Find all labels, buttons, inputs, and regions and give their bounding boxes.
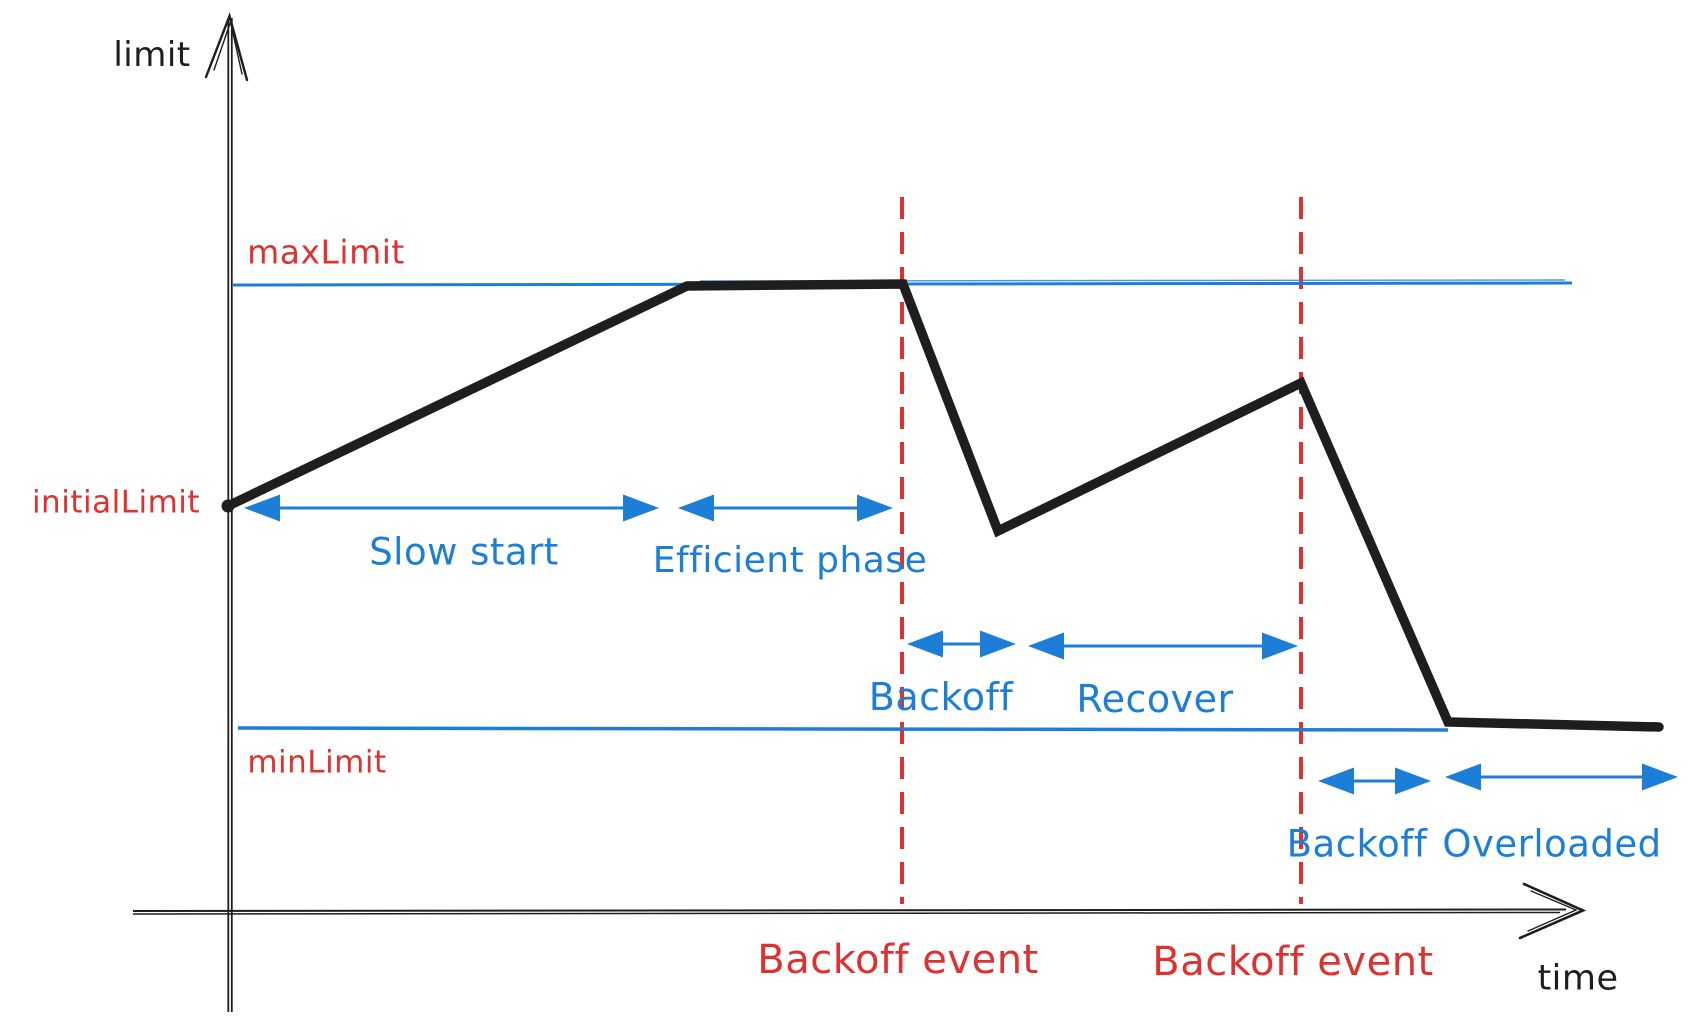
slow-start-label: Slow start — [369, 530, 559, 574]
backoff-phase-label-1: Backoff — [868, 675, 1014, 719]
y-axis-label: limit — [113, 35, 191, 75]
min-limit-label: minLimit — [247, 744, 387, 781]
backoff-event-label-1: Backoff event — [757, 937, 1039, 983]
min-limit-line — [237, 726, 1449, 732]
y-axis — [204, 12, 249, 1012]
efficient-phase-label: Efficient phase — [652, 540, 928, 581]
arrow-head-left — [907, 630, 943, 658]
arrow-head-left — [244, 494, 280, 522]
x-axis-arrowhead — [1518, 882, 1587, 940]
recover-arrow — [1028, 632, 1298, 660]
limit-curve — [223, 279, 1664, 732]
arrow-head-right — [980, 630, 1016, 658]
backoff-event-label-2: Backoff event — [1152, 939, 1434, 985]
arrow-head-right — [1395, 767, 1431, 795]
arrow-head-right — [1262, 632, 1298, 660]
curve-start-dot — [221, 499, 235, 513]
arrow-head-right — [1642, 763, 1678, 791]
initial-limit-label: initialLimit — [31, 484, 201, 521]
x-axis-label: time — [1537, 958, 1619, 999]
arrow-head-right — [623, 494, 659, 522]
efficient-phase-arrow — [678, 494, 893, 522]
backoff-arrow-1 — [907, 630, 1016, 658]
slow-start-arrow — [244, 494, 659, 522]
y-axis-arrowhead — [204, 12, 249, 82]
x-axis — [132, 882, 1587, 940]
backoff-phase-label-2: Backoff — [1286, 822, 1428, 866]
overloaded-phase-label: Overloaded — [1442, 822, 1662, 866]
arrow-head-left — [678, 494, 714, 522]
arrow-head-left — [1318, 767, 1354, 795]
arrow-head-left — [1445, 763, 1481, 791]
overloaded-arrow — [1445, 763, 1678, 791]
arrow-head-left — [1028, 632, 1064, 660]
recover-phase-label: Recover — [1076, 677, 1234, 721]
arrow-head-right — [857, 494, 893, 522]
backoff-arrow-2 — [1318, 767, 1431, 795]
max-limit-label: maxLimit — [247, 232, 405, 272]
